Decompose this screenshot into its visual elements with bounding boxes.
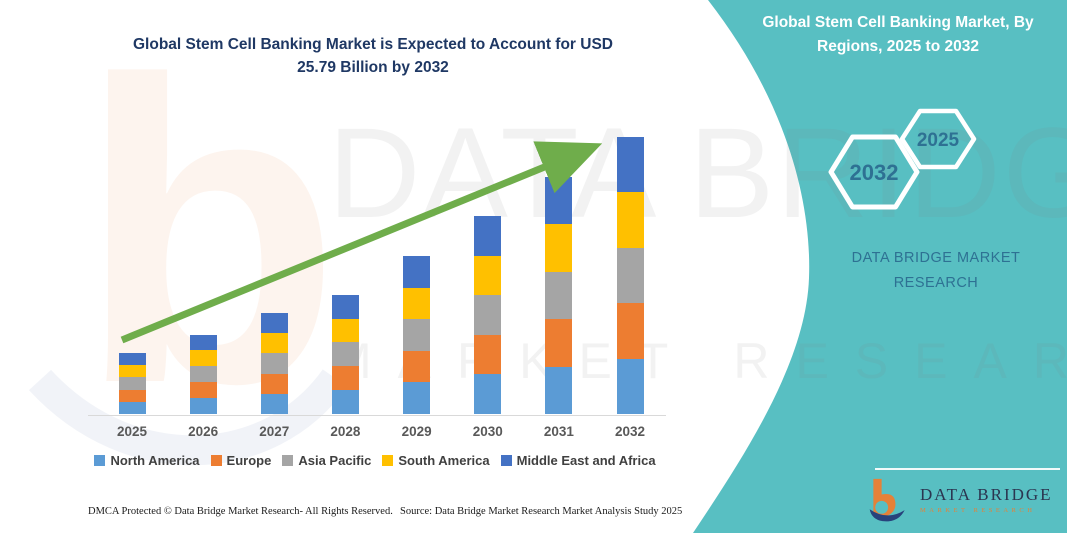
bar-segment-2027-asia-pacific <box>260 353 288 374</box>
legend-item-south-america: South America <box>382 453 490 468</box>
logo-subtitle: MARKET RESEARCH <box>920 507 1036 515</box>
bar-segment-2031-north-america <box>545 366 573 414</box>
legend-swatch <box>500 455 512 466</box>
brand-wordmark: DATA BRIDGE MARKET RESEARCH <box>838 246 1034 295</box>
legend-label: Middle East and Africa <box>516 453 656 468</box>
footer-source-text: Source: Data Bridge Market Research Mark… <box>400 506 683 517</box>
bar-segment-2029-north-america <box>403 382 431 414</box>
bar-segment-2026-south-america <box>189 350 217 367</box>
legend-swatch <box>382 455 394 466</box>
brand-line1: DATA BRIDGE MARKET <box>851 250 1021 266</box>
bar-segment-2027-north-america <box>260 393 288 414</box>
bar-segment-2026-north-america <box>189 398 217 414</box>
bar-segment-2030-south-america <box>474 255 502 296</box>
hexagon-2025 <box>899 108 977 170</box>
x-axis-label-2026: 2026 <box>188 424 219 439</box>
bar-segment-2026-asia-pacific <box>189 366 217 383</box>
bar-segment-2027-south-america <box>260 333 288 354</box>
bar-segment-2031-asia-pacific <box>545 271 573 320</box>
bar-segment-2025-middle-east-and-africa <box>118 352 146 366</box>
bar-segment-2032-middle-east-and-africa <box>616 136 644 193</box>
panel-title: Global Stem Cell Banking Market, By Regi… <box>762 14 1034 56</box>
x-axis-label-2029: 2029 <box>401 424 432 439</box>
bar-segment-2028-middle-east-and-africa <box>331 294 359 319</box>
x-axis-label-2032: 2032 <box>615 424 646 439</box>
legend-item-europe: Europe <box>210 453 272 468</box>
bar-segment-2029-south-america <box>403 287 431 320</box>
hexagon-2025-label: 2025 <box>917 130 960 151</box>
brand-line2: RESEARCH <box>893 274 979 291</box>
bar-segment-2025-europe <box>118 389 146 402</box>
bar-segment-2029-middle-east-and-africa <box>403 256 431 288</box>
bar-segment-2029-asia-pacific <box>403 319 431 351</box>
x-axis-label-2030: 2030 <box>472 424 503 439</box>
x-axis-line <box>88 415 666 416</box>
bar-segment-2026-europe <box>189 382 217 399</box>
x-axis-label-2031: 2031 <box>543 424 574 439</box>
legend-label: Asia Pacific <box>298 453 372 468</box>
chart-title-line2: 25.79 Billion by 2032 <box>297 59 449 77</box>
legend-label: North America <box>110 453 200 468</box>
legend-swatch <box>94 455 106 466</box>
bar-segment-2031-south-america <box>545 224 573 272</box>
bar-segment-2027-europe <box>260 373 288 394</box>
bar-segment-2028-asia-pacific <box>331 342 359 367</box>
bar-segment-2029-europe <box>403 350 431 383</box>
legend-item-north-america: North America <box>94 453 200 468</box>
chart-legend: North America Europe Asia Pacific South Ame… <box>60 453 690 468</box>
bar-segment-2032-europe <box>616 303 644 359</box>
legend-swatch <box>210 455 222 466</box>
bar-segment-2030-middle-east-and-africa <box>474 216 502 256</box>
chart-title-line1: Global Stem Cell Banking Market is Expec… <box>132 36 613 53</box>
chart-title: Global Stem Cell Banking Market is Expec… <box>88 33 658 80</box>
bar-segment-2025-asia-pacific <box>118 377 146 390</box>
hexagon-2032 <box>828 134 920 210</box>
legend-item-middle-east-and-africa: Middle East and Africa <box>500 453 656 468</box>
bar-segment-2026-middle-east-and-africa <box>189 334 217 351</box>
bar-segment-2032-north-america <box>616 358 644 414</box>
bar-segment-2032-asia-pacific <box>616 247 644 304</box>
bar-segment-2030-europe <box>474 334 502 375</box>
bar-segment-2030-asia-pacific <box>474 295 502 335</box>
bar-segment-2031-europe <box>545 319 573 367</box>
panel-divider <box>875 468 1060 470</box>
legend-item-asia-pacific: Asia Pacific <box>282 453 371 468</box>
bar-segment-2025-south-america <box>118 365 146 378</box>
bar-segment-2025-north-america <box>118 401 146 414</box>
bar-segment-2028-south-america <box>331 318 359 343</box>
bar-segment-2031-middle-east-and-africa <box>545 176 573 225</box>
bar-segment-2028-north-america <box>331 390 359 414</box>
bar-segment-2030-north-america <box>474 374 502 414</box>
databridge-logo: DATA BRIDGE MARKET RESEARCH <box>866 477 1053 523</box>
x-axis-label-2028: 2028 <box>330 424 361 439</box>
legend-label: South America <box>398 453 490 468</box>
footer-dmca-text: DMCA Protected © Data Bridge Market Rese… <box>88 506 393 517</box>
databridge-logo-icon <box>869 478 905 522</box>
bar-segment-2028-europe <box>331 366 359 391</box>
bar-segment-2027-middle-east-and-africa <box>260 313 288 334</box>
x-axis-label-2025: 2025 <box>116 424 148 439</box>
x-axis-label-2027: 2027 <box>259 424 290 439</box>
hexagon-2032-label: 2032 <box>850 160 899 185</box>
legend-swatch <box>282 455 294 466</box>
legend-label: Europe <box>226 453 272 468</box>
logo-title: DATA BRIDGE <box>920 484 1053 504</box>
bar-segment-2032-south-america <box>616 192 644 248</box>
